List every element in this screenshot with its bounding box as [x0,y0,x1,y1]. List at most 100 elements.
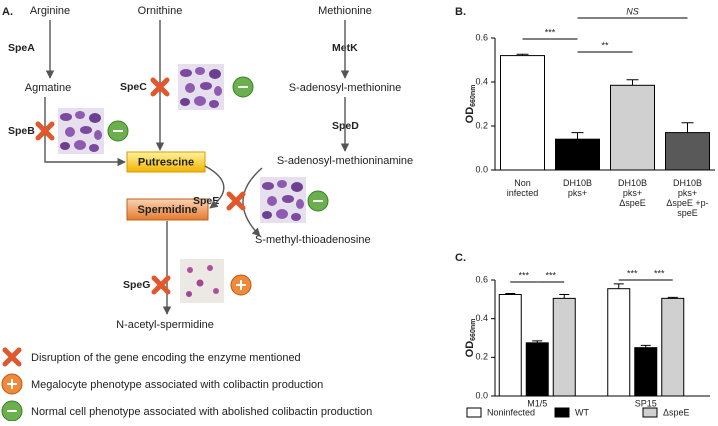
node: Agmatine [25,82,71,94]
panel-a: A. Arginine Ornithine Methionine Agmatin… [1,5,413,422]
panel-label: B. [455,6,466,18]
panel-label: A. [2,6,13,18]
enzyme: SpeC [120,81,147,93]
bar [500,55,545,171]
error-bar [626,79,639,86]
x-tick-label: Non infected [506,178,539,198]
normal-icon [232,76,254,98]
cell-image [58,108,104,154]
node: Ornithine [138,5,183,17]
y-axis-label: OD660nm [464,319,477,358]
enzyme: SpeG [123,279,150,291]
node-box [126,198,209,221]
y-tick-label: 0.2 [475,120,488,130]
y-tick-label: 0.0 [475,164,488,174]
disruption-icon [229,194,243,208]
node-box [126,151,206,173]
x-tick-label: M1/5 [527,398,547,408]
bar [498,294,522,397]
error-bar [667,296,678,299]
x-tick-label-box: Non infected [506,178,539,198]
y-tick-label: 0.4 [475,313,488,323]
significance-label: ** [601,40,609,50]
bar [661,297,685,397]
y-axis-label-sub: 660nm [470,319,477,341]
cell-image [180,259,224,303]
x-tick-label-box: DH10B pks+ [562,178,592,198]
x-tick-label: SP15 [635,398,657,408]
bar [634,347,658,397]
enzyme: SpeE [193,195,219,207]
y-axis-label: OD660nm [464,85,477,124]
normal-icon [307,190,329,212]
legend-swatch [466,407,482,418]
legend-label: ΔspeE [663,407,690,417]
significance-label: *** [545,270,556,280]
error-bar [571,132,584,140]
arrow [242,167,263,237]
cell-image [260,177,306,223]
node: S-methyl-thioadenosine [255,234,371,246]
bar [552,297,576,397]
node: Spermidine [138,204,198,216]
legend-label: Noninfected [487,407,535,417]
node: S-adenosyl-methioninamine [277,155,413,167]
megalocyte-icon [230,274,252,296]
bar [665,132,710,171]
chart: B. 0.0 0.2 0.4 0.6 OD660nm Non infected DH10B p… [455,6,715,218]
y-tick-label: 0.2 [475,352,488,362]
cell-image [178,64,224,110]
node: Methionine [318,5,372,17]
y-tick-label: 0.6 [475,274,488,284]
error-bar [681,122,694,133]
error-bar [505,293,516,295]
x-tick-label: DH10B pks+ ΔspeE +p-speE [666,178,709,218]
error-bar [613,283,624,289]
legend-swatch [554,407,570,418]
node: S-adenosyl-methionine [289,82,402,94]
bar [555,138,600,171]
y-tick-label: 0.4 [475,76,488,86]
arrow [204,165,225,209]
y-tick-label: 0.6 [475,32,488,42]
legend-text: Disruption of the gene encoding the enzy… [31,352,301,364]
significance-label: *** [627,268,638,278]
y-axis-label-sub: 660nm [470,85,477,107]
significance-label: *** [518,270,529,280]
y-axis-label-main: OD [464,341,476,358]
bar [607,288,631,397]
legend-icon [5,350,19,364]
chart: C. 0.0 0.2 0.4 0.6 OD660nm M1/5 SP15 Noninfected… [455,252,710,418]
disruption-icon [154,278,168,292]
x-tick-label-box: DH10B pks+ ΔspeE [617,178,647,208]
arrow [44,97,126,167]
significance-label: *** [654,268,665,278]
legend-swatch [642,407,658,418]
x-tick-label: DH10B pks+ ΔspeE [617,178,647,208]
error-bar [532,340,543,343]
legend-icon [1,400,23,422]
bar [525,342,549,397]
error-bar [640,344,651,348]
enzyme: SpeB [8,125,35,137]
legend-text: Normal cell phenotype associated with ab… [31,406,372,418]
normal-icon [107,120,129,142]
node: N-acetyl-spermidine [116,319,214,331]
x-tick-label-box: DH10B pks+ ΔspeE +p-speE [666,178,709,218]
node: Arginine [30,5,70,17]
legend-label: WT [575,407,589,417]
legend-text: Megalocyte phenotype associated with col… [31,379,323,391]
significance-label: *** [545,27,556,37]
x-tick-label: DH10B pks+ [562,178,592,198]
error-bar [559,294,570,299]
bar [610,84,655,171]
significance-label: NS [626,6,639,16]
y-axis-label-main: OD [464,107,476,124]
y-tick-label: 0.0 [475,390,488,400]
panel-label: C. [455,252,466,264]
node: Putrescine [138,156,194,168]
enzyme: SpeA [8,42,35,54]
legend-icon [1,373,23,395]
error-bar [516,53,529,56]
